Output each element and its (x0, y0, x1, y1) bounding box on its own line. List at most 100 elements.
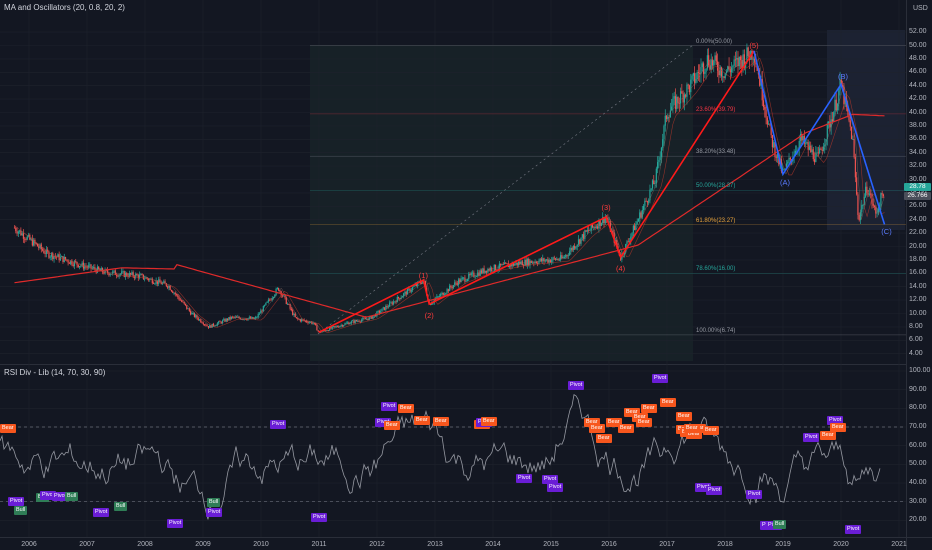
candle-body (383, 307, 386, 310)
elliott-wave-lines[interactable] (318, 50, 886, 333)
candle-body (191, 313, 193, 315)
candle-body (377, 311, 379, 312)
candle-body (301, 319, 303, 322)
candle-body (639, 212, 641, 220)
candle-body (469, 273, 471, 275)
price-indicator-title[interactable]: MA and Oscillators (20, 0.8, 20, 2) (4, 3, 125, 12)
candle-body (537, 263, 539, 264)
candle-body (470, 273, 472, 275)
candle-body (130, 273, 132, 275)
candle-body (681, 91, 683, 94)
candle-body (581, 234, 583, 238)
candle-body (44, 253, 46, 255)
candle-body (276, 287, 278, 289)
candle-body (655, 168, 657, 184)
candle-body (465, 280, 467, 282)
candle-body (512, 263, 515, 266)
candle-body (868, 193, 871, 195)
rsi-marker-bear: Bear (398, 404, 414, 413)
candle-body (17, 231, 19, 234)
candle-body (602, 217, 604, 224)
candle-body (352, 320, 354, 322)
candle-body (659, 157, 661, 160)
candle-body (701, 63, 703, 68)
candle-body (634, 225, 636, 231)
candle-body (64, 256, 67, 260)
candle-body (70, 260, 72, 264)
candle-body (688, 85, 691, 93)
candle-body (776, 153, 779, 158)
candle-body (311, 321, 313, 324)
fib-level-label: 50.00%(28.37) (696, 183, 736, 190)
candle-body (281, 295, 284, 297)
candle-body (679, 91, 682, 104)
candle-body (608, 221, 610, 223)
price-axis-label: 12.00 (909, 296, 927, 304)
candle-body (429, 304, 432, 305)
rsi-marker-bear: Bear (584, 418, 600, 427)
candle-body (882, 194, 885, 197)
candle-body (38, 246, 40, 248)
candle-body (460, 278, 462, 283)
candle-body (685, 94, 687, 97)
time-axis-label: 2008 (137, 541, 153, 548)
candle-body (486, 270, 488, 273)
candle-body (636, 221, 638, 224)
candle-body (77, 264, 79, 268)
candle-body (415, 284, 418, 286)
candle-body (67, 260, 69, 263)
impulse-wave-label: (4) (616, 264, 626, 274)
candle-body (443, 294, 446, 296)
candle-body (474, 276, 476, 278)
candle-body (262, 305, 264, 312)
candle-body (436, 296, 438, 299)
impulse-wave-label: (5) (749, 40, 759, 50)
price-axis-label: 22.00 (909, 229, 927, 237)
candle-body (452, 285, 455, 288)
candle-body (182, 301, 184, 303)
candle-body (151, 278, 153, 284)
candle-body (663, 125, 665, 140)
candle-body (822, 146, 825, 151)
candle-body (269, 299, 271, 301)
candle-body (560, 255, 562, 260)
candle-body (73, 261, 76, 266)
candle-body (53, 256, 55, 260)
candle-body (538, 260, 540, 264)
candle-body (540, 258, 543, 262)
rsi-marker-bull: Bull (14, 506, 28, 515)
candle-body (30, 238, 32, 240)
candle-body (741, 60, 743, 69)
rsi-marker-bear: Bear (820, 431, 836, 440)
candle-body (224, 319, 226, 322)
candle-body (188, 308, 190, 311)
candle-body (784, 168, 786, 170)
candle-body (653, 180, 655, 185)
rsi-indicator-title[interactable]: RSI Div - Lib (14, 70, 30, 90) (4, 368, 106, 377)
candle-body (394, 301, 396, 303)
candle-body (650, 188, 652, 190)
rsi-marker-bear: Bear (0, 424, 16, 433)
candle-body (15, 227, 17, 232)
price-axis-label: 20.00 (909, 242, 927, 250)
candle-body (491, 267, 493, 272)
rsi-axis-label: 100.00 (909, 367, 931, 374)
candle-body (126, 272, 128, 276)
candle-body (355, 320, 358, 322)
candle-body (799, 133, 802, 141)
rsi-marker-pivot: Pivot (381, 402, 398, 411)
candle-body (197, 318, 199, 320)
candle-body (317, 330, 319, 332)
candle-body (137, 275, 139, 279)
time-axis-label: 2017 (659, 541, 675, 548)
candle-body (864, 186, 867, 197)
candle-body (186, 305, 188, 309)
candle-body (682, 93, 684, 103)
candle-body (309, 321, 312, 323)
rsi-axis-label: 70.00 (909, 423, 927, 430)
rsi-axis-label: 40.00 (909, 479, 927, 487)
candle-body (692, 73, 694, 76)
candle-body (658, 159, 660, 163)
